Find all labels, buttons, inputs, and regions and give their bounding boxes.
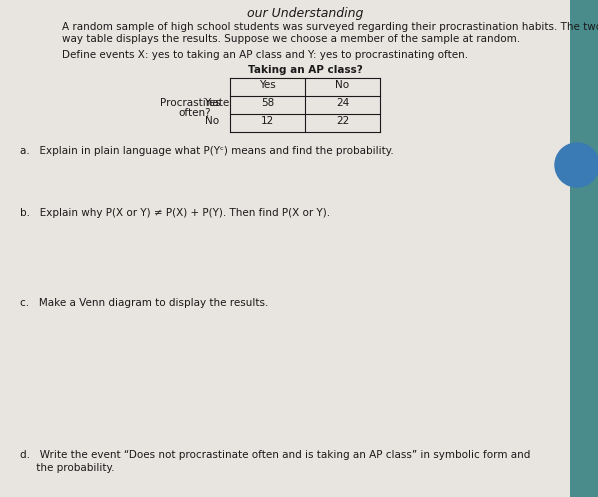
Text: d.   Write the event “Does not procrastinate often and is taking an AP class” in: d. Write the event “Does not procrastina… [20,450,530,460]
Text: Taking an AP class?: Taking an AP class? [248,65,362,75]
Text: Yes: Yes [204,98,221,108]
Text: 22: 22 [336,116,349,126]
Text: Define events X: yes to taking an AP class and Y: yes to procrastinating often.: Define events X: yes to taking an AP cla… [62,50,468,60]
Circle shape [555,143,598,187]
Text: way table displays the results. Suppose we choose a member of the sample at rand: way table displays the results. Suppose … [62,34,520,44]
Text: Procrastinate: Procrastinate [160,98,230,108]
Text: 58: 58 [261,98,274,108]
Text: c.   Make a Venn diagram to display the results.: c. Make a Venn diagram to display the re… [20,298,269,308]
Text: A random sample of high school students was surveyed regarding their procrastina: A random sample of high school students … [62,22,598,32]
Text: b.   Explain why P(X or Y) ≠ P(X) + P(Y). Then find P(X or Y).: b. Explain why P(X or Y) ≠ P(X) + P(Y). … [20,208,330,218]
Text: Yes: Yes [259,80,276,90]
Text: 24: 24 [336,98,349,108]
Text: our Understanding: our Understanding [247,7,363,20]
Text: 12: 12 [261,116,274,126]
Text: No: No [205,116,219,126]
Text: a.   Explain in plain language what P(Yᶜ) means and find the probability.: a. Explain in plain language what P(Yᶜ) … [20,146,393,156]
Text: the probability.: the probability. [20,463,114,473]
Text: often?: often? [179,108,211,118]
Text: No: No [335,80,350,90]
